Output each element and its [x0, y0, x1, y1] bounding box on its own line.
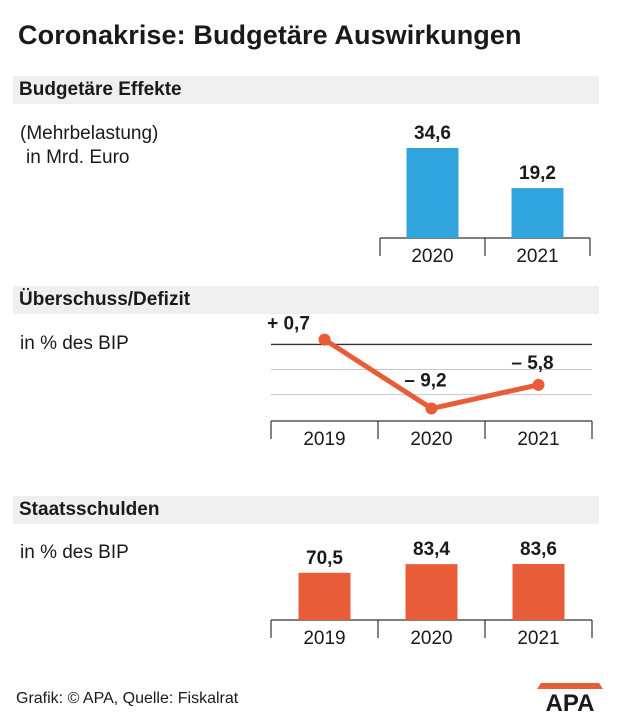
surplus-deficit-point: [425, 402, 438, 415]
section-header-government-debt: Staatsschulden: [13, 496, 599, 524]
apa-logo-text: APA: [546, 690, 595, 715]
surplus-deficit-tick-label: 2021: [517, 429, 559, 450]
government-debt-bar: [405, 564, 458, 620]
surplus-deficit-point: [318, 333, 331, 346]
government-debt-tick-label: 2021: [517, 628, 559, 649]
footer-source: Grafik: © APA, Quelle: Fiskalrat: [16, 690, 239, 707]
government-debt-bar: [298, 572, 351, 620]
budget-effects-subtitle: (Mehrbelastung): [20, 123, 159, 144]
surplus-deficit-value-label: – 9,2: [404, 371, 446, 392]
budget-effects-tick-label: 2020: [411, 246, 453, 267]
government-debt-value-label: 83,6: [520, 539, 557, 560]
budget-effects-bar: [406, 148, 459, 238]
government-debt-value-label: 83,4: [413, 539, 450, 560]
section-title-surplus-deficit: Überschuss/Defizit: [19, 289, 191, 310]
budget-effects-bar: [511, 188, 564, 238]
budget-effects-value-label: 34,6: [414, 123, 451, 144]
surplus-deficit-tick-label: 2020: [410, 429, 452, 450]
surplus-deficit-subtitle: in % des BIP: [20, 333, 129, 354]
government-debt-bar: [512, 564, 565, 620]
section-title-budget-effects: Budgetäre Effekte: [19, 79, 182, 100]
government-debt-subtitle: in % des BIP: [20, 542, 129, 563]
apa-logo: APA: [537, 683, 603, 715]
surplus-deficit-point: [532, 378, 545, 391]
surplus-deficit-value-label: + 0,7: [267, 314, 310, 335]
government-debt-tick-label: 2020: [410, 628, 452, 649]
section-title-government-debt: Staatsschulden: [19, 499, 160, 520]
government-debt-value-label: 70,5: [306, 548, 343, 569]
surplus-deficit-tick-label: 2019: [303, 429, 345, 450]
section-header-surplus-deficit: Überschuss/Defizit: [13, 286, 599, 314]
government-debt-tick-label: 2019: [303, 628, 345, 649]
surplus-deficit-value-label: – 5,8: [511, 353, 553, 374]
budget-effects-unit: in Mrd. Euro: [26, 147, 130, 168]
apa-logo-accent: [537, 683, 603, 689]
section-header-budget-effects: Budgetäre Effekte: [13, 76, 599, 104]
budget-effects-value-label: 19,2: [519, 163, 556, 184]
main-title: Coronakrise: Budgetäre Auswirkungen: [18, 20, 522, 50]
budget-effects-tick-label: 2021: [516, 246, 558, 267]
